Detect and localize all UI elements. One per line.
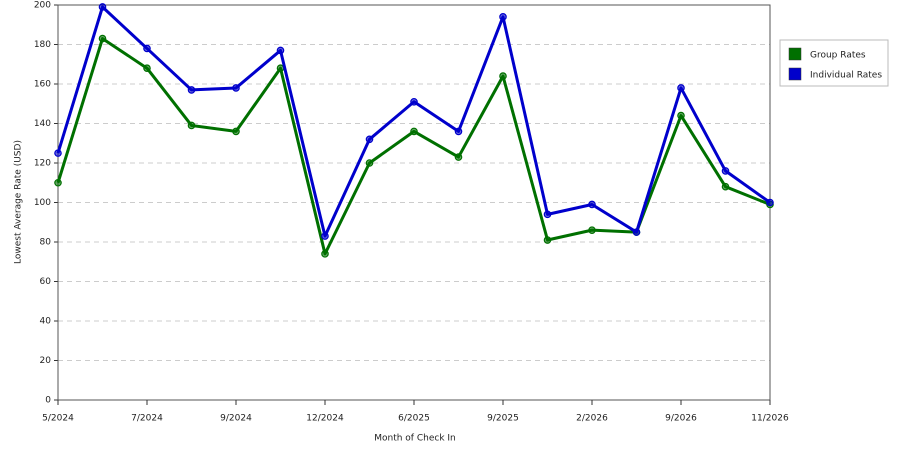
- point: [143, 44, 151, 53]
- y-tick-label: 140: [34, 119, 51, 129]
- y-tick-label: 0: [45, 396, 51, 406]
- point: [499, 72, 507, 80]
- point: [677, 111, 685, 120]
- y-tick-label: 80: [40, 238, 52, 248]
- point: [365, 159, 374, 167]
- legend-label: Individual Rates: [810, 71, 882, 81]
- point: [98, 34, 107, 43]
- x-tick-label: 6/2025: [398, 414, 430, 424]
- x-tick-label: 12/2024: [306, 414, 344, 424]
- y-tick-label: 100: [34, 198, 51, 208]
- y-tick-label: 120: [34, 159, 51, 169]
- point: [454, 153, 463, 161]
- x-tick-label: 7/2024: [131, 414, 163, 424]
- point: [98, 3, 107, 11]
- point: [187, 121, 196, 130]
- y-tick-label: 60: [40, 277, 52, 287]
- point: [365, 135, 374, 144]
- point: [721, 167, 730, 175]
- y-tick-label: 160: [34, 80, 51, 90]
- point: [588, 226, 596, 234]
- point: [410, 97, 418, 106]
- x-tick-label: 9/2025: [487, 414, 519, 424]
- point: [677, 84, 685, 92]
- y-tick-label: 20: [40, 356, 52, 366]
- point: [54, 178, 62, 187]
- point: [232, 84, 240, 92]
- x-tick-label: 2/2026: [576, 414, 608, 424]
- point: [543, 210, 552, 219]
- point: [543, 236, 552, 244]
- point: [499, 13, 507, 21]
- point: [321, 250, 329, 258]
- x-tick-label: 5/2024: [42, 414, 74, 424]
- point: [454, 127, 463, 136]
- x-tick-label: 11/2026: [751, 414, 789, 424]
- point: [766, 198, 774, 207]
- point: [588, 200, 596, 209]
- point: [187, 86, 196, 94]
- point: [321, 232, 329, 240]
- point: [54, 149, 62, 157]
- x-axis-label: Month of Check In: [374, 434, 456, 444]
- y-tick-label: 200: [34, 1, 51, 11]
- point: [632, 228, 641, 236]
- y-tick-label: 40: [40, 317, 52, 327]
- legend-swatch: [788, 67, 802, 81]
- x-tick-label: 9/2024: [220, 414, 252, 424]
- legend-swatch: [788, 47, 802, 61]
- point: [232, 127, 240, 136]
- y-axis-label: Lowest Average Rate (USD): [14, 140, 24, 264]
- legend-label: Group Rates: [810, 51, 866, 61]
- point: [276, 46, 285, 55]
- point: [410, 127, 418, 136]
- point: [143, 64, 151, 73]
- x-tick-label: 9/2026: [665, 414, 697, 424]
- y-tick-label: 180: [34, 40, 51, 50]
- point: [721, 182, 730, 191]
